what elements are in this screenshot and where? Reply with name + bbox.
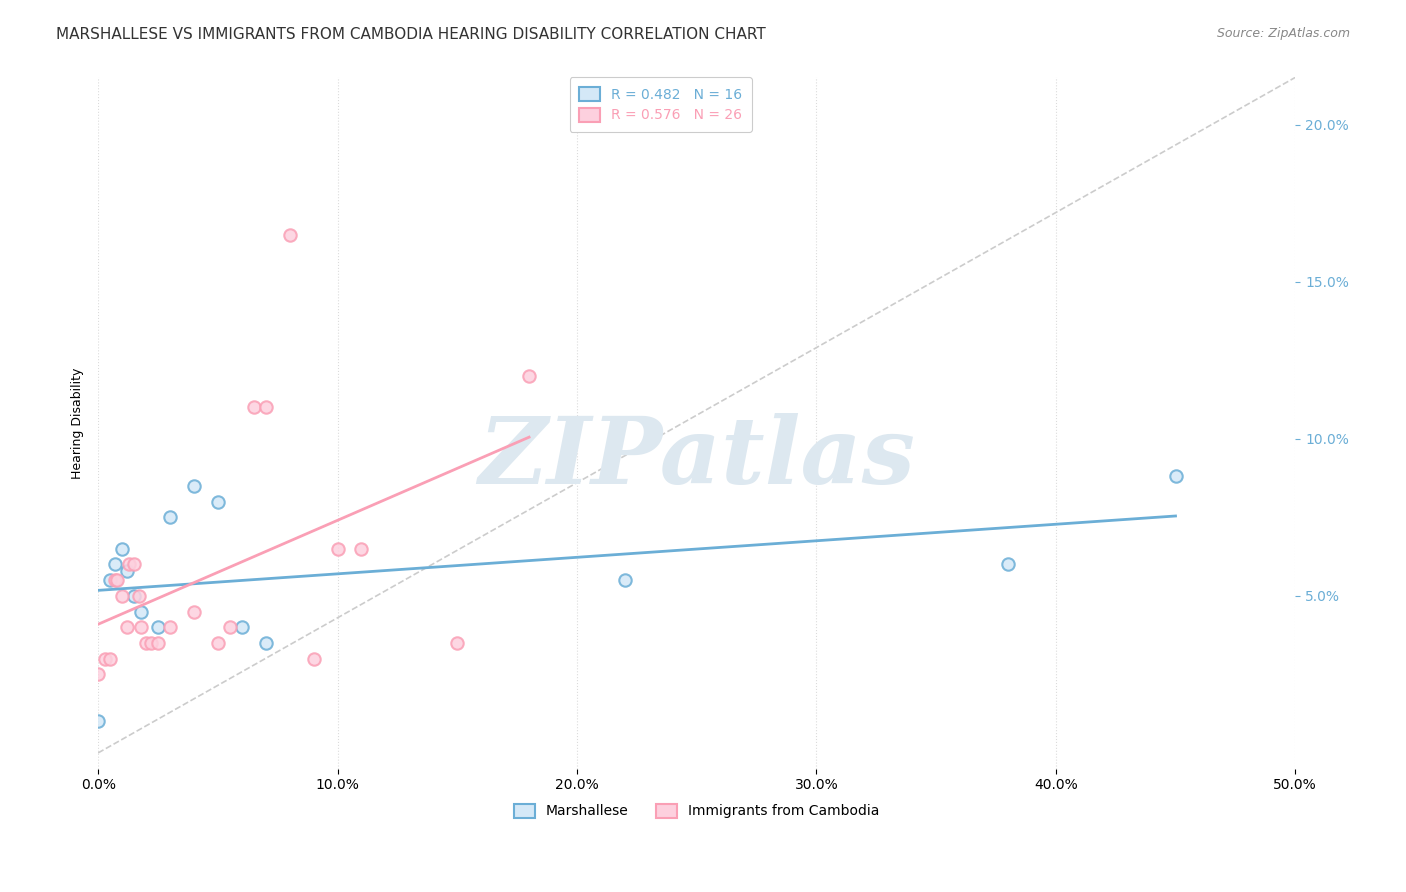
Point xyxy=(115,564,138,578)
Point xyxy=(128,589,150,603)
Legend: Marshallese, Immigrants from Cambodia: Marshallese, Immigrants from Cambodia xyxy=(508,798,886,824)
Point xyxy=(87,667,110,681)
Point xyxy=(146,620,169,634)
Point xyxy=(111,541,134,556)
Y-axis label: Hearing Disability: Hearing Disability xyxy=(72,368,84,479)
Point xyxy=(122,558,145,572)
Point xyxy=(98,651,121,665)
Point xyxy=(98,573,121,587)
Point xyxy=(218,620,240,634)
Point xyxy=(207,494,229,508)
Text: Source: ZipAtlas.com: Source: ZipAtlas.com xyxy=(1216,27,1350,40)
Point xyxy=(104,558,127,572)
Point xyxy=(278,227,301,242)
Point xyxy=(1164,469,1187,483)
Point xyxy=(111,589,134,603)
Point xyxy=(302,651,325,665)
Point xyxy=(326,541,349,556)
Point xyxy=(350,541,373,556)
Point xyxy=(94,651,117,665)
Point xyxy=(242,401,264,415)
Point xyxy=(997,558,1019,572)
Point xyxy=(105,573,128,587)
Point xyxy=(129,620,152,634)
Point xyxy=(207,636,229,650)
Point xyxy=(146,636,169,650)
Point xyxy=(183,479,205,493)
Point xyxy=(87,714,110,729)
Point xyxy=(118,558,141,572)
Text: ZIPatlas: ZIPatlas xyxy=(478,413,915,502)
Point xyxy=(129,605,152,619)
Point xyxy=(159,620,181,634)
Point xyxy=(231,620,253,634)
Point xyxy=(115,620,138,634)
Point xyxy=(104,573,127,587)
Point xyxy=(446,636,468,650)
Point xyxy=(254,636,277,650)
Point xyxy=(254,401,277,415)
Point xyxy=(183,605,205,619)
Point xyxy=(135,636,157,650)
Point xyxy=(517,368,540,383)
Point xyxy=(139,636,162,650)
Point xyxy=(613,573,636,587)
Text: MARSHALLESE VS IMMIGRANTS FROM CAMBODIA HEARING DISABILITY CORRELATION CHART: MARSHALLESE VS IMMIGRANTS FROM CAMBODIA … xyxy=(56,27,766,42)
Point xyxy=(122,589,145,603)
Point xyxy=(159,510,181,524)
